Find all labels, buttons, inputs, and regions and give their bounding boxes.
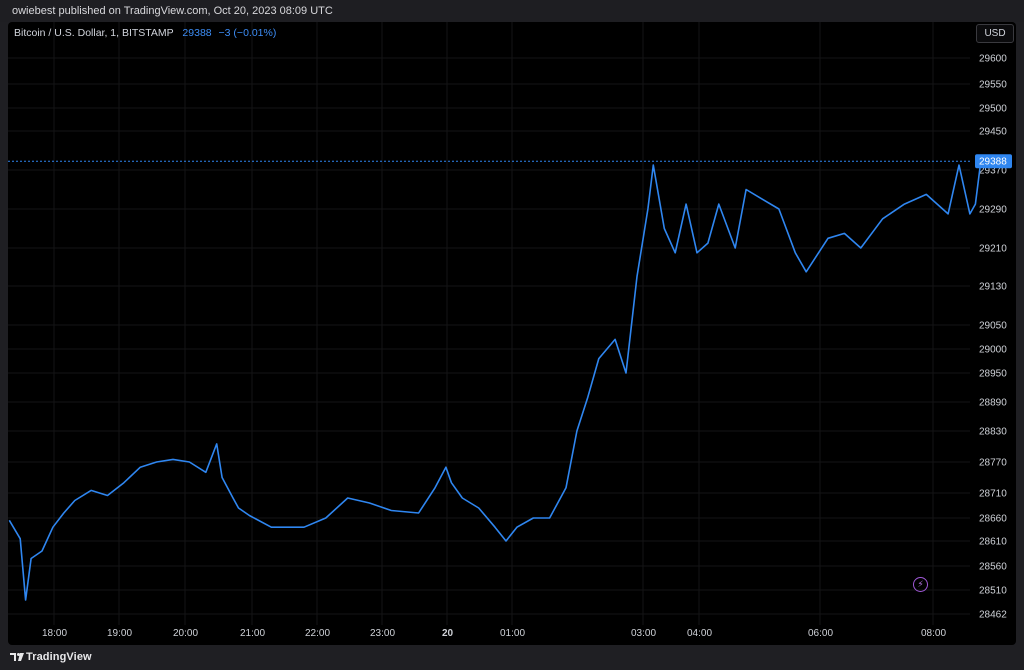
x-tick-label: 22:00 [305, 628, 330, 639]
y-tick-label: 28830 [979, 427, 1007, 438]
y-tick-label: 28770 [979, 458, 1007, 469]
publish-header: owiebest published on TradingView.com, O… [0, 0, 1024, 22]
x-tick-label: 21:00 [240, 628, 265, 639]
tradingview-logo-icon[interactable] [10, 651, 24, 663]
y-tick-label: 29130 [979, 282, 1007, 293]
y-tick-label: 28510 [979, 586, 1007, 597]
y-tick-label: 28890 [979, 398, 1007, 409]
y-tick-label: 28660 [979, 514, 1007, 525]
y-tick-label: 29210 [979, 244, 1007, 255]
x-tick-label: 23:00 [370, 628, 395, 639]
y-tick-label: 28610 [979, 537, 1007, 548]
x-tick-label: 03:00 [631, 628, 656, 639]
x-tick-label: 20 [442, 628, 454, 639]
last-price-label: 29388 [979, 157, 1007, 168]
x-tick-label: 19:00 [107, 628, 132, 639]
last-price-tag: 29388 [975, 154, 1012, 169]
symbol-title: Bitcoin / U.S. Dollar, 1, BITSTAMP [14, 27, 174, 39]
y-tick-label: 29370 [979, 166, 1007, 177]
y-tick-label: 29050 [979, 321, 1007, 332]
y-tick-label: 29600 [979, 54, 1007, 65]
legend-price: 29388 [182, 27, 212, 39]
y-tick-label: 29450 [979, 127, 1007, 138]
x-tick-label: 18:00 [42, 628, 67, 639]
y-tick-label: 28462 [979, 610, 1007, 621]
y-tick-label: 29290 [979, 205, 1007, 216]
price-line [8, 161, 982, 601]
lightning-bolt-icon[interactable]: ⚡ [913, 577, 928, 592]
y-tick-label: 29000 [979, 345, 1007, 356]
chart-panel[interactable]: 29600 29550 29500 29450 29370 29290 29210 29130… [8, 22, 1016, 645]
y-tick-label: 28710 [979, 489, 1007, 500]
y-tick-label: 29550 [979, 80, 1007, 91]
price-chart[interactable]: 29600 29550 29500 29450 29370 29290 29210 29130… [8, 22, 1016, 645]
legend-change: −3 (−0.01%) [218, 27, 277, 39]
x-tick-label: 01:00 [500, 628, 525, 639]
currency-button[interactable]: USD [976, 24, 1014, 43]
x-tick-label: 04:00 [687, 628, 712, 639]
y-tick-label: 29500 [979, 104, 1007, 115]
brand-name[interactable]: TradingView [26, 651, 92, 663]
y-tick-label: 28950 [979, 369, 1007, 380]
x-tick-label: 08:00 [921, 628, 946, 639]
y-tick-label: 28560 [979, 562, 1007, 573]
x-tick-label: 06:00 [808, 628, 833, 639]
footer-bar: TradingView [0, 645, 1024, 670]
chart-legend: Bitcoin / U.S. Dollar, 1, BITSTAMP 29388… [14, 27, 276, 39]
x-tick-label: 20:00 [173, 628, 198, 639]
